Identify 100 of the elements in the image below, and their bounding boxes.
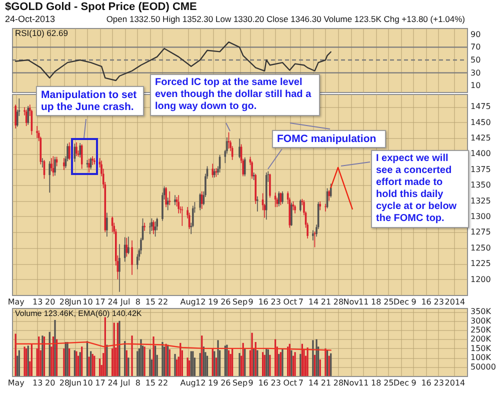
line-series [14, 341, 332, 351]
annotation: I expect we will see a concerted effort made to hold this daily cycle at or below the FOMC top. [371, 150, 469, 228]
x-tick-label: 14 [308, 378, 319, 388]
x-tick-label: May [8, 298, 25, 306]
chart-subtitle: 24-Oct-2013 [5, 14, 56, 24]
candlestick [278, 190, 280, 207]
x-tick-label: 2014 [444, 378, 466, 388]
x-tick-label: 11 [358, 378, 369, 388]
annotation: FOMC manipulation [272, 130, 386, 148]
x-tick-label: 16 [421, 378, 432, 388]
x-tick-label: 23 [434, 378, 444, 388]
x-tick-label: 26 [220, 298, 231, 306]
y-tick-label: 1450 [470, 118, 491, 127]
x-tick-label: 15 [145, 378, 156, 388]
y-tick-label: 30 [470, 68, 481, 78]
x-tick-label: 10 [82, 298, 93, 306]
candlestick [312, 230, 314, 241]
x-tick-label: 8 [135, 378, 140, 388]
candlestick [269, 173, 271, 198]
x-tick-label: 19 [208, 298, 218, 306]
x-tick-label: 16 [258, 298, 268, 306]
y-tick-label: 1350 [470, 180, 491, 190]
x-tick-label: 28 [333, 378, 344, 388]
x-tick-label: 9 [248, 298, 254, 306]
x-tick-label: 9 [411, 298, 416, 306]
candlestick [165, 186, 167, 208]
x-tick-label: 28 [59, 298, 70, 306]
x-tick-label: 13 [32, 298, 43, 306]
x-tick-label: Aug [180, 378, 196, 388]
candlestick [94, 158, 96, 165]
x-tick-label: 28 [333, 298, 344, 306]
y-tick-label: 90 [470, 30, 481, 39]
x-tick-label: Nov [343, 298, 360, 306]
y-tick-label: 200K [470, 334, 492, 344]
x-tick-label: 18 [371, 298, 382, 306]
candlestick [124, 236, 126, 262]
x-tick-label: 13 [32, 378, 43, 388]
x-tick-label: 2014 [444, 298, 466, 306]
candlestick [79, 142, 81, 158]
candlestick [76, 142, 78, 157]
y-tick-label: 300K [470, 316, 492, 326]
x-tick-label: 12 [195, 298, 206, 306]
candlestick [27, 106, 30, 126]
x-tick-label: 24 [108, 378, 118, 388]
x-tick-label: 7 [298, 298, 304, 306]
candlestick [200, 190, 203, 210]
x-tick-label: Sep [232, 298, 248, 306]
x-tick-label: Dec [393, 378, 409, 388]
annotation: Manipulation to set up the June crash. [36, 86, 144, 116]
x-tick-label: 21 [320, 378, 332, 388]
x-tick-label: Jun [68, 298, 82, 306]
candlestick [54, 156, 56, 176]
candlestick [63, 158, 65, 170]
y-tick-label: 1225 [470, 259, 491, 268]
x-tick-label: 17 [95, 298, 106, 306]
y-tick-label: 100K [470, 353, 492, 362]
x-tick-label: 24 [108, 298, 118, 306]
x-tick-label: 21 [320, 298, 332, 306]
x-tick-label: Jul [120, 378, 130, 388]
y-tick-label: 350K [470, 307, 492, 316]
candlestick [282, 190, 284, 204]
chart-title: $GOLD Gold - Spot Price (EOD) CME [5, 1, 197, 13]
annotation: Forced IC top at the same level even though the dollar still had a long way down to go. [150, 74, 320, 116]
x-tick-label: Nov [343, 378, 360, 388]
y-tick-label: 1200 [470, 274, 491, 284]
candlestick [92, 156, 94, 166]
x-tick-label: Dec [393, 298, 409, 306]
x-tick-label: 16 [421, 298, 432, 306]
candlestick [238, 138, 240, 158]
y-tick-label: 1375 [470, 164, 491, 174]
candlestick [174, 194, 176, 206]
x-tick-label: 19 [208, 378, 218, 388]
y-tick-label: 50 [470, 56, 481, 64]
y-tick-label: 1475 [470, 102, 491, 112]
x-tick-label: 14 [308, 298, 319, 306]
x-tick-label: 7 [298, 378, 304, 388]
candlestick [300, 199, 302, 212]
text: Open 1332.50 High 1352.30 Low 1330.20 Close 1346.30 Volume 123.5K Chg +13.80 (+1.04%) [106, 14, 465, 24]
candlestick [14, 104, 16, 129]
candlestick [228, 132, 230, 150]
candlestick [126, 237, 128, 258]
candlestick [80, 144, 83, 170]
x-tick-label: 8 [135, 298, 140, 306]
candlestick [256, 196, 258, 212]
x-tick-label: 9 [248, 378, 254, 388]
x-tick-label: 22 [158, 378, 168, 388]
candlestick [244, 157, 246, 177]
x-tick-label: 23 [270, 298, 281, 306]
candlestick [131, 240, 133, 276]
candlestick [152, 220, 154, 234]
x-tick-label: 17 [95, 378, 106, 388]
candlestick [330, 183, 332, 198]
y-tick-label: 10 [470, 81, 481, 90]
y-tick-label: 1250 [470, 243, 491, 252]
y-tick-label: 1400 [470, 149, 491, 158]
x-tick-label: 18 [371, 378, 382, 388]
annotation: RSI(10) 62.69 [15, 28, 68, 38]
x-tick-label: 16 [258, 378, 268, 388]
x-tick-label: 23 [270, 378, 281, 388]
y-tick-label: 1300 [470, 212, 491, 221]
